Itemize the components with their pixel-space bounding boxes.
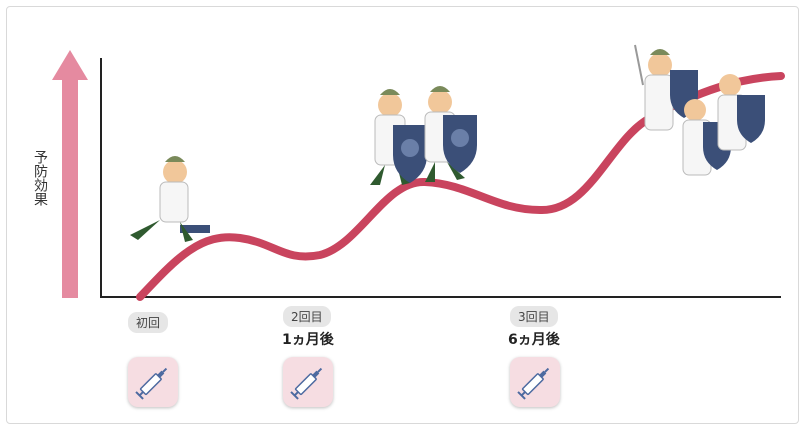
- dose-3-syringe: [510, 357, 560, 407]
- shield-icon: [393, 125, 427, 183]
- dose-1-badge: 初回: [128, 312, 169, 333]
- y-axis-label: 予防効果: [32, 150, 48, 206]
- shield-icon: [737, 95, 765, 143]
- syringe-icon: [517, 367, 550, 400]
- up-arrow-icon: [52, 50, 88, 298]
- dose-1-syringe: [128, 357, 178, 407]
- dose-2-timing: 1ヵ月後: [282, 332, 334, 348]
- dose-3-badge: 3回目: [510, 306, 558, 327]
- dose-3-timing: 6ヵ月後: [508, 332, 560, 348]
- soldier-icon: [130, 156, 210, 242]
- syringe-icon: [290, 367, 323, 400]
- dose-2-syringe: [283, 357, 333, 407]
- soldier-icon: [370, 86, 477, 185]
- shield-icon: [443, 115, 477, 173]
- syringe-icon: [135, 367, 168, 400]
- soldier-icon: [634, 44, 765, 176]
- dose-2-badge: 2回目: [283, 306, 331, 327]
